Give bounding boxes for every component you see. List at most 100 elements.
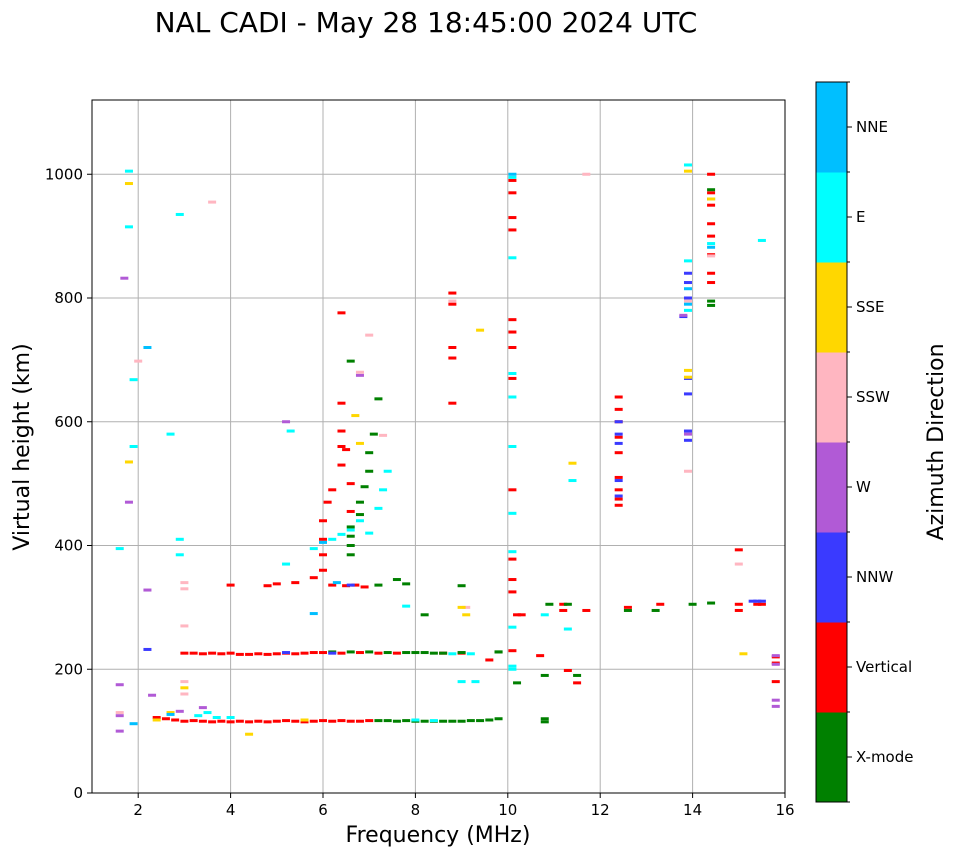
- data-point: [346, 509, 355, 513]
- data-point: [129, 378, 138, 382]
- data-point: [683, 375, 692, 379]
- data-point: [448, 401, 457, 405]
- data-point: [309, 719, 318, 723]
- data-point: [508, 667, 517, 671]
- data-point: [360, 585, 369, 589]
- data-point: [683, 308, 692, 312]
- data-point: [508, 172, 517, 176]
- data-point: [365, 650, 374, 654]
- data-point: [683, 163, 692, 167]
- data-point: [282, 719, 291, 723]
- grid-lines: [92, 100, 786, 794]
- data-point: [180, 680, 189, 684]
- data-point: [457, 584, 466, 588]
- data-point: [152, 718, 161, 722]
- data-point: [582, 172, 591, 176]
- data-point: [688, 602, 697, 606]
- data-point: [245, 720, 254, 724]
- data-point: [559, 602, 568, 606]
- data-point: [683, 281, 692, 285]
- x-tick-label: 14: [683, 801, 702, 819]
- data-point: [563, 602, 572, 606]
- data-point: [540, 717, 549, 721]
- data-point: [614, 420, 623, 424]
- data-point: [319, 540, 327, 544]
- data-point: [614, 407, 623, 411]
- data-point: [189, 719, 198, 723]
- x-tick-label: 2: [133, 801, 143, 819]
- data-point: [448, 302, 457, 306]
- data-point: [374, 397, 383, 401]
- data-point: [129, 445, 138, 448]
- data-point: [175, 709, 184, 713]
- data-point: [734, 602, 743, 606]
- data-point: [707, 299, 716, 303]
- data-point: [563, 627, 572, 631]
- data-point: [734, 608, 743, 612]
- data-point: [180, 719, 189, 723]
- data-point: [392, 719, 401, 723]
- data-point: [411, 651, 420, 655]
- data-point: [328, 651, 337, 655]
- series-nnw: [143, 271, 766, 655]
- series-sse: [124, 169, 748, 736]
- data-point: [355, 513, 364, 517]
- data-point: [508, 488, 517, 492]
- series-w: [115, 276, 780, 733]
- data-point: [226, 583, 235, 587]
- data-point: [342, 584, 351, 588]
- data-point: [355, 500, 364, 504]
- data-point: [189, 651, 198, 655]
- data-point: [337, 445, 346, 448]
- data-point: [346, 650, 355, 654]
- data-point: [346, 534, 355, 538]
- data-point: [462, 613, 471, 617]
- data-point: [614, 435, 623, 439]
- data-point: [683, 429, 692, 433]
- chart-title: NAL CADI - May 28 18:45:00 2024 UTC: [155, 6, 698, 39]
- data-point: [683, 368, 692, 372]
- data-point: [573, 681, 582, 685]
- colorbar-segment: [816, 712, 847, 803]
- data-point: [707, 172, 716, 176]
- plot-area: [91, 99, 786, 794]
- data-point: [757, 599, 766, 603]
- data-point: [508, 550, 517, 554]
- data-point: [508, 578, 517, 582]
- data-point: [263, 720, 272, 724]
- data-point: [374, 719, 383, 723]
- data-point: [568, 461, 577, 465]
- data-point: [457, 605, 466, 609]
- x-tick-label: 12: [591, 801, 610, 819]
- data-point: [508, 376, 517, 380]
- data-point: [448, 652, 457, 656]
- data-point: [365, 531, 374, 535]
- data-point: [739, 652, 748, 656]
- data-point: [476, 719, 485, 723]
- data-point: [429, 651, 438, 655]
- data-point: [540, 673, 549, 677]
- data-point: [143, 588, 152, 592]
- data-point: [411, 718, 420, 722]
- data-point: [124, 169, 133, 173]
- data-point: [513, 681, 522, 685]
- data-point: [115, 711, 124, 715]
- data-point: [771, 662, 780, 666]
- data-point: [707, 303, 716, 307]
- data-point: [471, 680, 480, 684]
- data-point: [508, 625, 517, 629]
- data-point: [226, 716, 235, 720]
- data-point: [346, 544, 355, 547]
- data-point: [346, 583, 355, 587]
- data-point: [753, 602, 762, 606]
- data-point: [346, 482, 355, 486]
- data-point: [355, 441, 364, 445]
- colorbar-tick-label: W: [856, 478, 871, 496]
- data-point: [485, 718, 494, 722]
- data-point: [171, 718, 180, 722]
- data-point: [614, 395, 623, 399]
- data-point: [212, 716, 221, 720]
- data-point: [379, 433, 388, 437]
- data-point: [540, 720, 549, 724]
- data-point: [355, 373, 364, 377]
